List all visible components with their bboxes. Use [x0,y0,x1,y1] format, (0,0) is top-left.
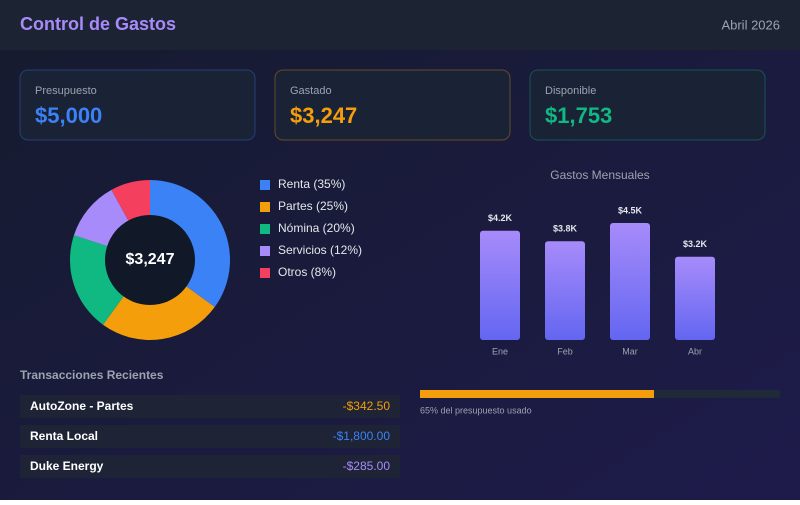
chart-title: Gastos Mensuales [550,168,649,182]
header-bar [0,0,800,50]
app-title: Control de Gastos [20,14,176,34]
legend-swatch [260,202,270,212]
legend-swatch [260,180,270,190]
bar-value-label: $4.5K [618,205,643,215]
legend-label: Servicios (12%) [278,243,362,257]
card-label: Presupuesto [35,85,97,97]
card-value: $5,000 [35,103,102,128]
x-tick-label: Mar [622,346,638,356]
card-value: $1,753 [545,103,612,128]
card [529,69,766,141]
card-value: $3,247 [290,103,357,128]
legend-swatch [260,246,270,256]
bar [480,230,520,340]
transaction-row [20,455,400,478]
card-label: Disponible [545,85,596,97]
section-title: Transacciones Recientes [20,368,164,382]
bar-value-label: $3.2K [683,239,708,249]
transaction-amount: -$1,800.00 [333,429,391,443]
legend-label: Renta (35%) [278,177,345,191]
transaction-row [20,425,400,448]
transaction-name: AutoZone - Partes [30,399,134,413]
transaction-name: Renta Local [30,429,98,443]
x-tick-label: Ene [492,346,508,356]
card-label: Gastado [290,85,332,97]
transaction-row [20,395,400,418]
legend-label: Otros (8%) [278,265,336,279]
progress-fill [420,390,654,398]
legend-swatch [260,224,270,234]
bar-value-label: $3.8K [553,224,578,234]
transaction-name: Duke Energy [30,459,104,473]
progress-label: 65% del presupuesto usado [420,405,532,415]
donut-hole [105,215,195,305]
legend-label: Partes (25%) [278,199,348,213]
legend-label: Nómina (20%) [278,221,355,235]
card [19,69,256,141]
x-tick-label: Feb [557,346,573,356]
bar-value-label: $4.2K [488,213,513,223]
legend-swatch [260,268,270,278]
bar [545,241,585,340]
transaction-amount: -$285.00 [343,459,391,473]
bar [675,256,715,340]
bar [610,223,650,340]
donut-center: $3,247 [126,251,175,268]
transaction-amount: -$342.50 [343,399,391,413]
card [274,69,511,141]
x-tick-label: Abr [688,346,702,356]
date: Abril 2026 [721,17,780,32]
